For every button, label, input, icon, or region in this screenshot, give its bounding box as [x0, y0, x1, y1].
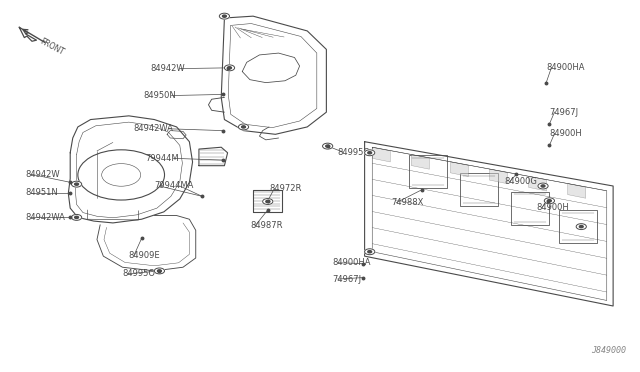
Polygon shape [372, 147, 390, 162]
Circle shape [326, 145, 330, 147]
Circle shape [225, 65, 235, 71]
Circle shape [538, 183, 548, 189]
Text: 79944M: 79944M [145, 154, 179, 163]
Circle shape [368, 251, 372, 253]
Text: 84900HA: 84900HA [546, 63, 585, 72]
Text: 74988X: 74988X [392, 198, 424, 207]
Circle shape [75, 216, 79, 218]
Circle shape [368, 152, 372, 154]
Polygon shape [568, 183, 586, 198]
Circle shape [365, 249, 375, 255]
Text: 84942W: 84942W [26, 170, 60, 179]
Text: 74967J: 74967J [333, 275, 362, 283]
Text: 84900HA: 84900HA [333, 258, 371, 267]
Text: 79944MA: 79944MA [154, 182, 194, 190]
Text: 84900G: 84900G [505, 177, 538, 186]
Circle shape [154, 268, 164, 274]
Circle shape [72, 214, 82, 220]
Polygon shape [529, 176, 547, 191]
Circle shape [75, 183, 79, 185]
Text: 84987R: 84987R [250, 221, 282, 230]
Circle shape [547, 200, 551, 202]
Bar [460, 173, 499, 206]
Text: 74967J: 74967J [549, 108, 579, 117]
Text: J849000: J849000 [591, 346, 626, 355]
Polygon shape [412, 154, 429, 169]
Bar [409, 155, 447, 188]
Circle shape [266, 201, 269, 203]
Text: 84972R: 84972R [269, 185, 301, 193]
Text: 84942W: 84942W [150, 64, 185, 73]
Circle shape [323, 143, 333, 149]
Circle shape [242, 126, 246, 128]
Circle shape [262, 199, 273, 205]
Text: 84942WA: 84942WA [26, 213, 65, 222]
Bar [511, 192, 549, 225]
Circle shape [157, 270, 161, 272]
Circle shape [544, 198, 554, 204]
Circle shape [579, 225, 583, 228]
Circle shape [239, 124, 248, 130]
Circle shape [223, 15, 227, 17]
Text: 84951N: 84951N [26, 188, 58, 197]
Text: 84900H: 84900H [549, 129, 582, 138]
Text: 84900H: 84900H [537, 203, 570, 212]
Text: FRONT: FRONT [38, 37, 65, 57]
Circle shape [576, 224, 586, 230]
Text: 84995O: 84995O [338, 148, 371, 157]
Text: 84950N: 84950N [144, 91, 177, 100]
Circle shape [72, 181, 82, 187]
Text: 84909E: 84909E [129, 251, 161, 260]
Circle shape [541, 185, 545, 187]
Circle shape [228, 67, 232, 69]
Text: 84995O: 84995O [122, 269, 156, 278]
Polygon shape [451, 162, 468, 176]
Bar [559, 210, 597, 243]
Circle shape [365, 150, 375, 156]
Polygon shape [490, 169, 508, 184]
Circle shape [220, 13, 230, 19]
Text: 84942WA: 84942WA [134, 124, 173, 133]
